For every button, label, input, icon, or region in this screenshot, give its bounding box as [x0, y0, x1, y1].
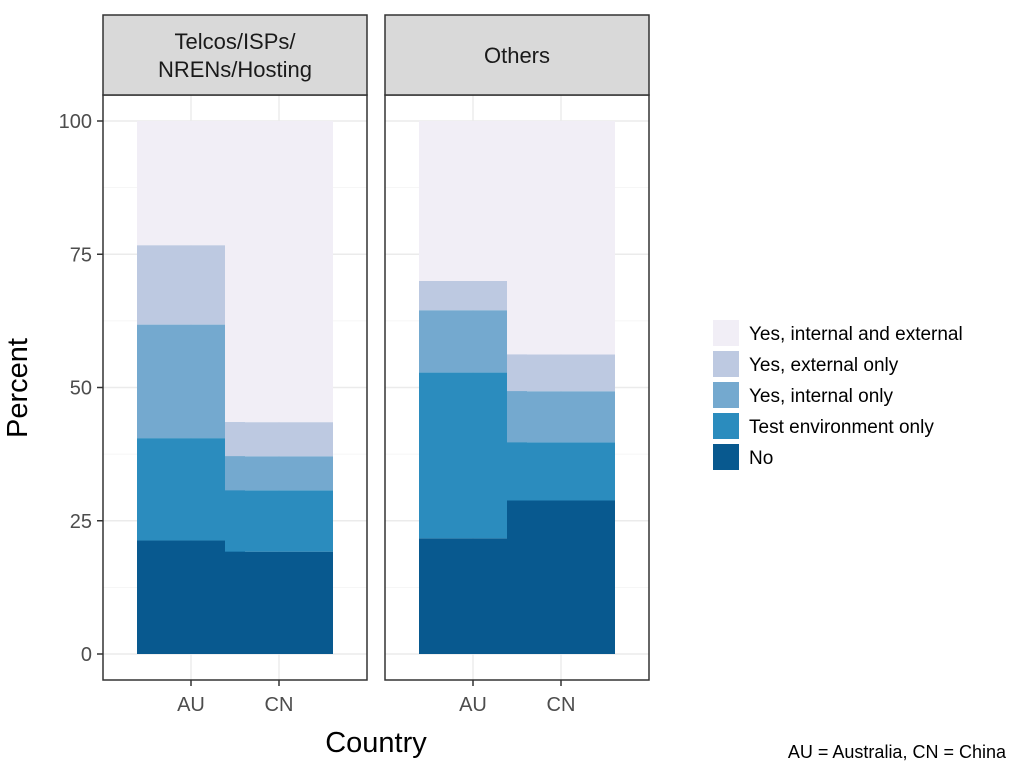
y-tick-label: 50 [70, 378, 92, 400]
y-tick-label: 75 [70, 244, 92, 266]
legend-key [713, 320, 739, 346]
bar-segment-yes-external-only [507, 354, 615, 392]
facet-label: Telcos/ISPs/ [174, 29, 296, 54]
y-tick-label: 0 [81, 644, 92, 666]
facet-strip [102, 14, 368, 96]
x-tick-label: AU [177, 694, 205, 716]
x-axis-title: Country [325, 727, 427, 759]
bar-segment-yes-internal-and-external [225, 121, 333, 423]
bar-segment-yes-internal-and-external [507, 121, 615, 355]
facet-label: NRENs/Hosting [158, 57, 312, 82]
footnote: AU = Australia, CN = China [788, 742, 1007, 762]
bar-segment-yes-external-only [225, 422, 333, 457]
bar-segment-yes-internal-only [507, 391, 615, 443]
bar-segment-no [225, 551, 333, 654]
legend-label: Yes, internal only [749, 386, 894, 407]
bar-segment-test-environment-only [507, 442, 615, 501]
legend-label: Yes, internal and external [749, 324, 963, 345]
y-tick-label: 25 [70, 511, 92, 533]
bar-segment-test-environment-only [225, 490, 333, 552]
legend-key [713, 382, 739, 408]
x-tick-label: CN [547, 694, 576, 716]
y-axis-title: Percent [2, 338, 34, 438]
legend-key [713, 413, 739, 439]
legend-key [713, 351, 739, 377]
bar-segment-yes-internal-only [225, 456, 333, 491]
facet-label: Others [484, 43, 550, 68]
legend-label: No [749, 448, 773, 469]
legend-label: Yes, external only [749, 355, 899, 376]
bar-segment-no [507, 500, 615, 654]
x-tick-label: AU [459, 694, 487, 716]
legend-key [713, 444, 739, 470]
facet-strip [384, 14, 650, 96]
y-tick-label: 100 [59, 111, 92, 133]
x-tick-label: CN [265, 694, 294, 716]
legend-label: Test environment only [749, 417, 934, 438]
